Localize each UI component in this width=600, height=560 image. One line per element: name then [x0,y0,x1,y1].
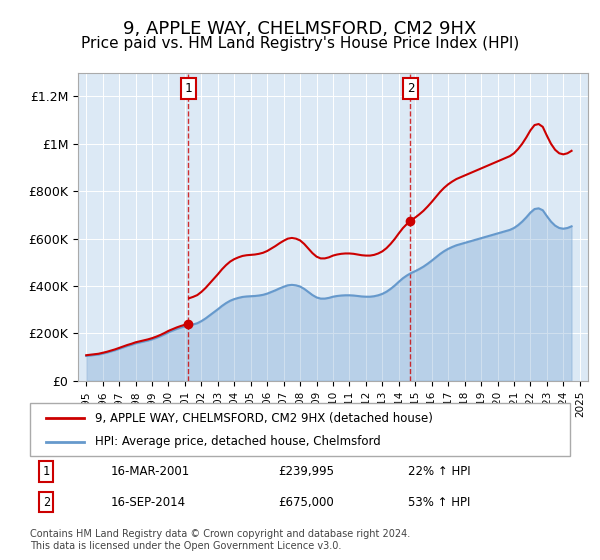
Text: Price paid vs. HM Land Registry's House Price Index (HPI): Price paid vs. HM Land Registry's House … [81,36,519,52]
Text: 16-MAR-2001: 16-MAR-2001 [111,465,190,478]
Text: 53% ↑ HPI: 53% ↑ HPI [408,496,470,509]
Text: HPI: Average price, detached house, Chelmsford: HPI: Average price, detached house, Chel… [95,435,380,448]
Text: 9, APPLE WAY, CHELMSFORD, CM2 9HX: 9, APPLE WAY, CHELMSFORD, CM2 9HX [124,20,476,38]
Text: 1: 1 [43,465,50,478]
Text: £675,000: £675,000 [278,496,334,509]
Text: 2: 2 [43,496,50,509]
Text: 2: 2 [407,82,414,95]
Text: 16-SEP-2014: 16-SEP-2014 [111,496,186,509]
Text: 22% ↑ HPI: 22% ↑ HPI [408,465,470,478]
FancyBboxPatch shape [30,403,570,456]
Text: Contains HM Land Registry data © Crown copyright and database right 2024.
This d: Contains HM Land Registry data © Crown c… [30,529,410,551]
Text: 9, APPLE WAY, CHELMSFORD, CM2 9HX (detached house): 9, APPLE WAY, CHELMSFORD, CM2 9HX (detac… [95,412,433,424]
Text: £239,995: £239,995 [278,465,334,478]
Text: 1: 1 [185,82,192,95]
